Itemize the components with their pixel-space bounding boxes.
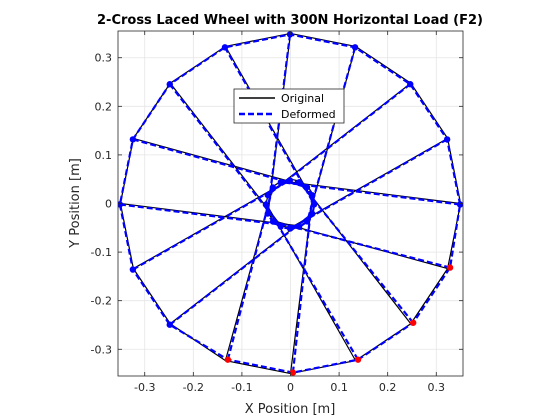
x-tick-label: 0.2 bbox=[379, 381, 397, 394]
y-tick-label: -0.3 bbox=[91, 343, 112, 356]
legend-box bbox=[233, 88, 345, 124]
x-tick-label: 0 bbox=[287, 381, 294, 394]
loaded-rim-node bbox=[224, 356, 232, 363]
rim-node bbox=[118, 201, 124, 208]
y-tick-labels: -0.3 -0.2 -0.1 0 0.1 0.2 0.3 bbox=[91, 52, 112, 357]
y-tick-label: -0.1 bbox=[91, 246, 112, 259]
deformed-spoke bbox=[119, 203, 300, 229]
rim-node bbox=[166, 321, 173, 328]
hub-node bbox=[264, 192, 271, 199]
deformed-spoke bbox=[226, 187, 274, 360]
rim-node bbox=[129, 266, 137, 273]
deformed-spoke bbox=[223, 46, 316, 206]
hub-node bbox=[309, 210, 316, 217]
legend-label-original: Original bbox=[281, 92, 324, 105]
x-tick-label: 0.1 bbox=[330, 381, 348, 394]
tick-marks bbox=[118, 31, 463, 376]
deformed-spoke bbox=[280, 180, 461, 206]
hub-node bbox=[269, 184, 276, 191]
deformed-spoke bbox=[266, 83, 411, 197]
rim-node bbox=[407, 81, 414, 88]
deformed-spoke bbox=[264, 203, 359, 361]
hub-node bbox=[309, 192, 316, 199]
rim-node bbox=[129, 136, 137, 143]
rim-node bbox=[351, 44, 359, 51]
loaded-rim-node bbox=[354, 356, 362, 363]
deformed-spoke bbox=[289, 138, 448, 230]
deformed-spoke bbox=[169, 212, 314, 326]
loaded-rim-node bbox=[289, 369, 297, 376]
x-tick-labels: -0.3 -0.2 -0.1 0 0.1 0.2 0.3 bbox=[134, 381, 445, 394]
deformed-spoke bbox=[291, 195, 314, 373]
hub-node bbox=[277, 179, 284, 186]
y-tick-label: -0.2 bbox=[91, 295, 112, 308]
axes: -0.3 -0.2 -0.1 0 0.1 0.2 0.3 -0.3 -0.2 -0.1 0 0.1 0… bbox=[91, 30, 464, 394]
x-tick-label: 0.3 bbox=[428, 381, 446, 394]
grid-lines bbox=[118, 31, 463, 376]
hub-node bbox=[262, 201, 269, 208]
rim-node bbox=[286, 31, 294, 38]
hub-node bbox=[277, 223, 284, 230]
deformed-spoke bbox=[298, 181, 415, 324]
y-tick-label: 0.2 bbox=[95, 100, 113, 113]
loaded-rim-node bbox=[409, 319, 417, 326]
rim-node bbox=[166, 81, 173, 88]
hub-node bbox=[287, 177, 294, 184]
deformed-spoke bbox=[266, 34, 292, 214]
hub-node bbox=[264, 210, 271, 217]
deformed-spoke bbox=[272, 220, 451, 269]
hub-node bbox=[287, 225, 294, 232]
deformed-rim bbox=[118, 33, 462, 374]
y-tick-label: 0.1 bbox=[95, 149, 113, 162]
x-axis-label: X Position [m] bbox=[245, 402, 336, 417]
rim-node bbox=[443, 136, 451, 143]
y-tick-label: 0 bbox=[105, 198, 112, 211]
hub-node bbox=[269, 218, 276, 225]
data-layer bbox=[118, 31, 463, 376]
x-tick-label: -0.1 bbox=[231, 381, 252, 394]
deformed-spoke bbox=[168, 83, 282, 228]
hub-node bbox=[304, 184, 311, 191]
deformed-spoke bbox=[306, 47, 357, 222]
rim-node bbox=[221, 44, 229, 51]
hub-node bbox=[296, 179, 303, 186]
deformed-spoke bbox=[132, 179, 291, 271]
x-tick-label: -0.2 bbox=[183, 381, 204, 394]
y-axis-label: Y Position [m] bbox=[68, 158, 83, 249]
loaded-rim-node bbox=[446, 264, 454, 271]
legend-label-deformed: Deformed bbox=[281, 108, 336, 121]
y-tick-label: 0.3 bbox=[95, 52, 113, 65]
hub-node bbox=[304, 218, 311, 225]
deformed-spoke bbox=[132, 138, 308, 189]
rim-node bbox=[456, 201, 463, 208]
x-tick-label: -0.3 bbox=[134, 381, 155, 394]
chart-title: 2-Cross Laced Wheel with 300N Horizontal… bbox=[97, 13, 483, 28]
hub-node bbox=[311, 201, 318, 208]
hub-node bbox=[296, 223, 303, 230]
legend: Original Deformed bbox=[233, 88, 345, 124]
